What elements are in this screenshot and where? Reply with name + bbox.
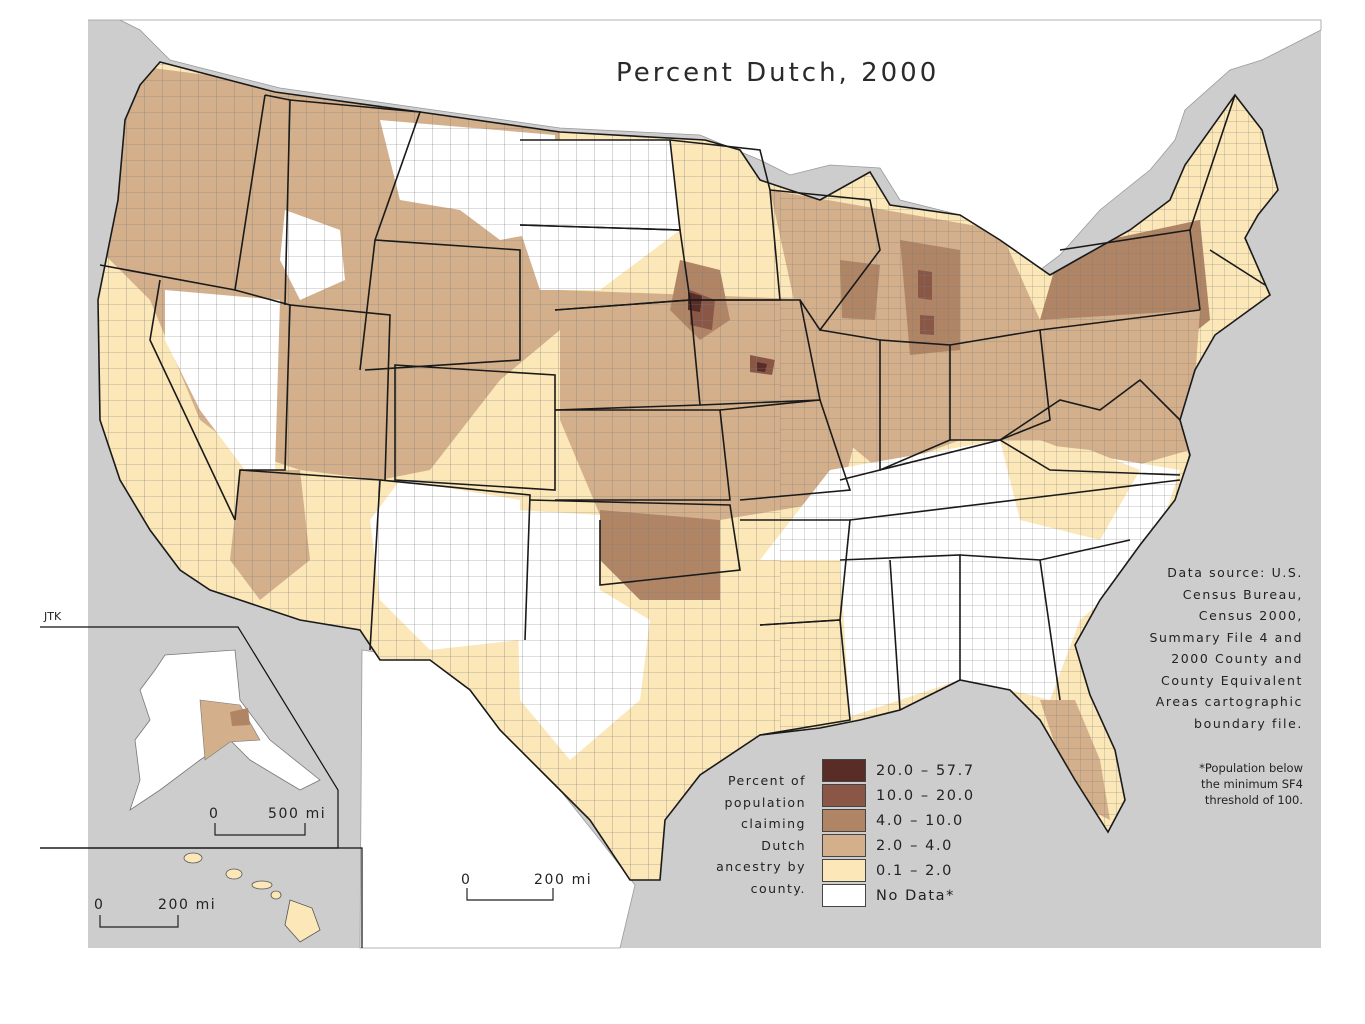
- legend-item-label: No Data*: [876, 887, 955, 904]
- legend-item: 10.0 – 20.0: [822, 783, 975, 808]
- caption-line: population: [724, 794, 806, 810]
- legend-swatch: [822, 834, 866, 857]
- legend-item: 20.0 – 57.7: [822, 758, 975, 783]
- legend-item: No Data*: [822, 883, 975, 908]
- map-title: Percent Dutch, 2000: [616, 58, 940, 88]
- legend-item-label: 20.0 – 57.7: [876, 762, 975, 779]
- source-line: Census 2000,: [1198, 608, 1303, 623]
- source-line: Data source: U.S.: [1167, 565, 1303, 580]
- data-source: Data source: U.S. Census Bureau, Census …: [1103, 562, 1303, 734]
- caption-line: county.: [750, 880, 806, 896]
- legend-item-label: 4.0 – 10.0: [876, 812, 964, 829]
- source-line: Summary File 4 and: [1149, 629, 1303, 645]
- legend-item-label: 10.0 – 20.0: [876, 787, 975, 804]
- canada-land: [88, 19, 1322, 271]
- legend-item: 2.0 – 4.0: [822, 833, 975, 858]
- hawaii-inset: [183, 852, 321, 943]
- legend-item-label: 2.0 – 4.0: [876, 837, 953, 854]
- attribution: JTK: [44, 610, 62, 623]
- legend-swatch: [822, 859, 866, 882]
- caption-line: Percent of: [727, 773, 806, 788]
- main-scale-bar: [466, 888, 554, 901]
- source-line: Census Bureau,: [1182, 586, 1303, 602]
- note-line: the minimum SF4: [1201, 777, 1303, 791]
- legend-item-label: 0.1 – 2.0: [876, 862, 953, 879]
- source-line: 2000 County and: [1171, 651, 1303, 666]
- legend: 20.0 – 57.7 10.0 – 20.0 4.0 – 10.0 2.0 –…: [822, 758, 975, 908]
- hawaii-scale-bar: [99, 915, 179, 928]
- alaska-scale-end: 500 mi: [268, 806, 327, 822]
- hawaii-scale-end: 200 mi: [158, 897, 217, 913]
- note-line: *Population below: [1199, 761, 1303, 775]
- legend-swatch: [822, 759, 866, 782]
- alaska-inset: [40, 626, 363, 948]
- source-line: boundary file.: [1194, 715, 1303, 731]
- legend-caption: Percent of population claiming Dutch anc…: [700, 770, 806, 899]
- legend-item: 0.1 – 2.0: [822, 858, 975, 883]
- source-line: County Equivalent: [1161, 672, 1303, 688]
- legend-swatch: [822, 809, 866, 832]
- caption-line: Dutch: [761, 837, 806, 853]
- hawaii-scale-start: 0: [94, 897, 105, 913]
- main-scale-end: 200 mi: [534, 872, 593, 888]
- legend-item: 4.0 – 10.0: [822, 808, 975, 833]
- caption-line: ancestry by: [716, 859, 806, 874]
- state-borders: [97, 61, 1279, 881]
- note-line: threshold of 100.: [1204, 793, 1303, 807]
- source-line: Areas cartographic: [1155, 694, 1303, 709]
- alaska-scale-bar: [214, 823, 306, 836]
- alaska-scale-start: 0: [209, 806, 220, 822]
- footnote: *Population below the minimum SF4 thresh…: [1123, 760, 1303, 808]
- legend-swatch: [822, 884, 866, 907]
- caption-line: claiming: [741, 816, 806, 831]
- legend-swatch: [822, 784, 866, 807]
- main-scale-start: 0: [461, 872, 472, 888]
